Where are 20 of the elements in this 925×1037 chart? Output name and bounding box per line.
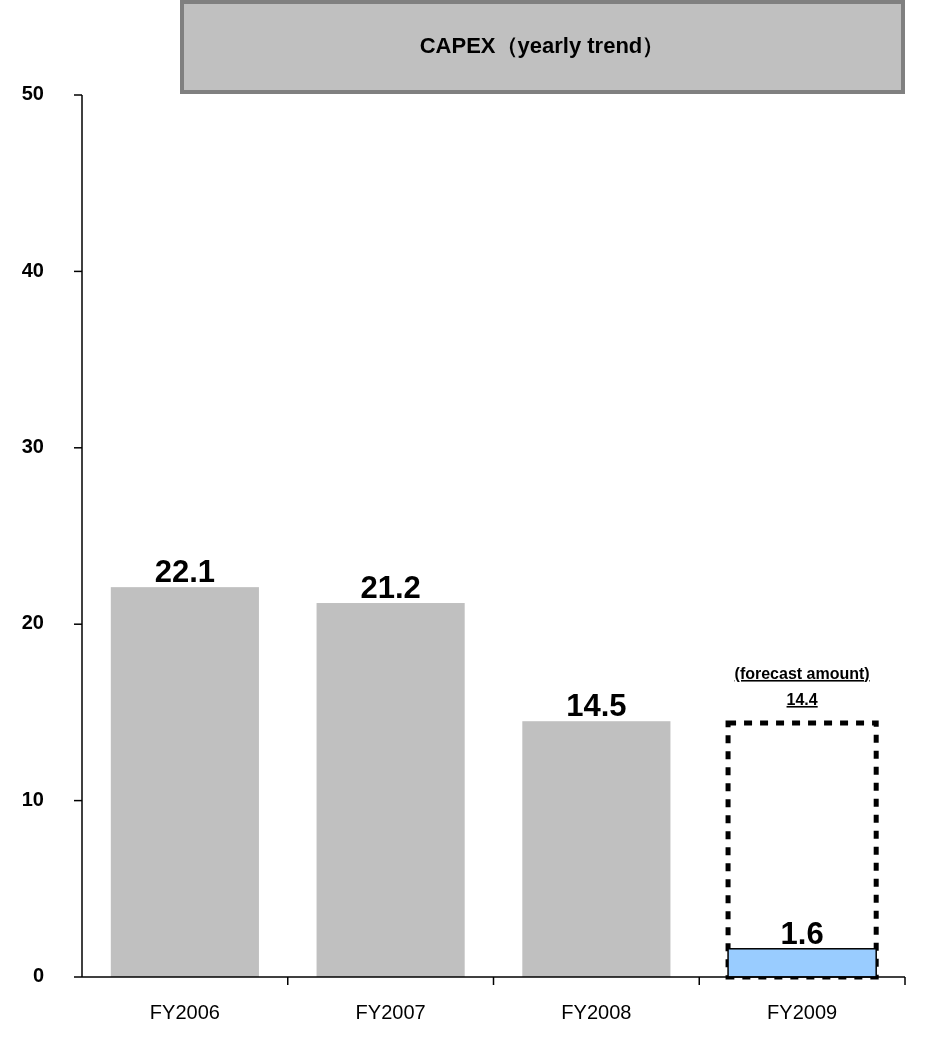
x-tick-label: FY2008 [561, 1001, 632, 1023]
annotation: (forecast amount) [734, 664, 870, 682]
x-tick-label: FY2007 [355, 1001, 426, 1023]
y-tick-label: 30 [21, 435, 44, 458]
bar [110, 587, 259, 977]
y-tick-label: 10 [21, 787, 44, 810]
data-label: 22.1 [154, 554, 216, 590]
bar [522, 721, 671, 977]
data-label: 14.5 [566, 688, 627, 724]
y-tick-label: 40 [21, 258, 44, 281]
y-tick-label: 0 [32, 964, 44, 987]
y-tick-label: 20 [21, 611, 44, 634]
data-label: 21.2 [360, 570, 421, 606]
y-tick-label: 50 [21, 82, 44, 105]
data-label: 14.4 [786, 690, 818, 708]
chart-title: CAPEX（yearly trend） [419, 32, 665, 58]
x-tick-label: FY2009 [767, 1001, 838, 1023]
bar [316, 603, 465, 977]
data-label: 1.6 [780, 915, 824, 951]
x-tick-label: FY2006 [149, 1001, 220, 1023]
